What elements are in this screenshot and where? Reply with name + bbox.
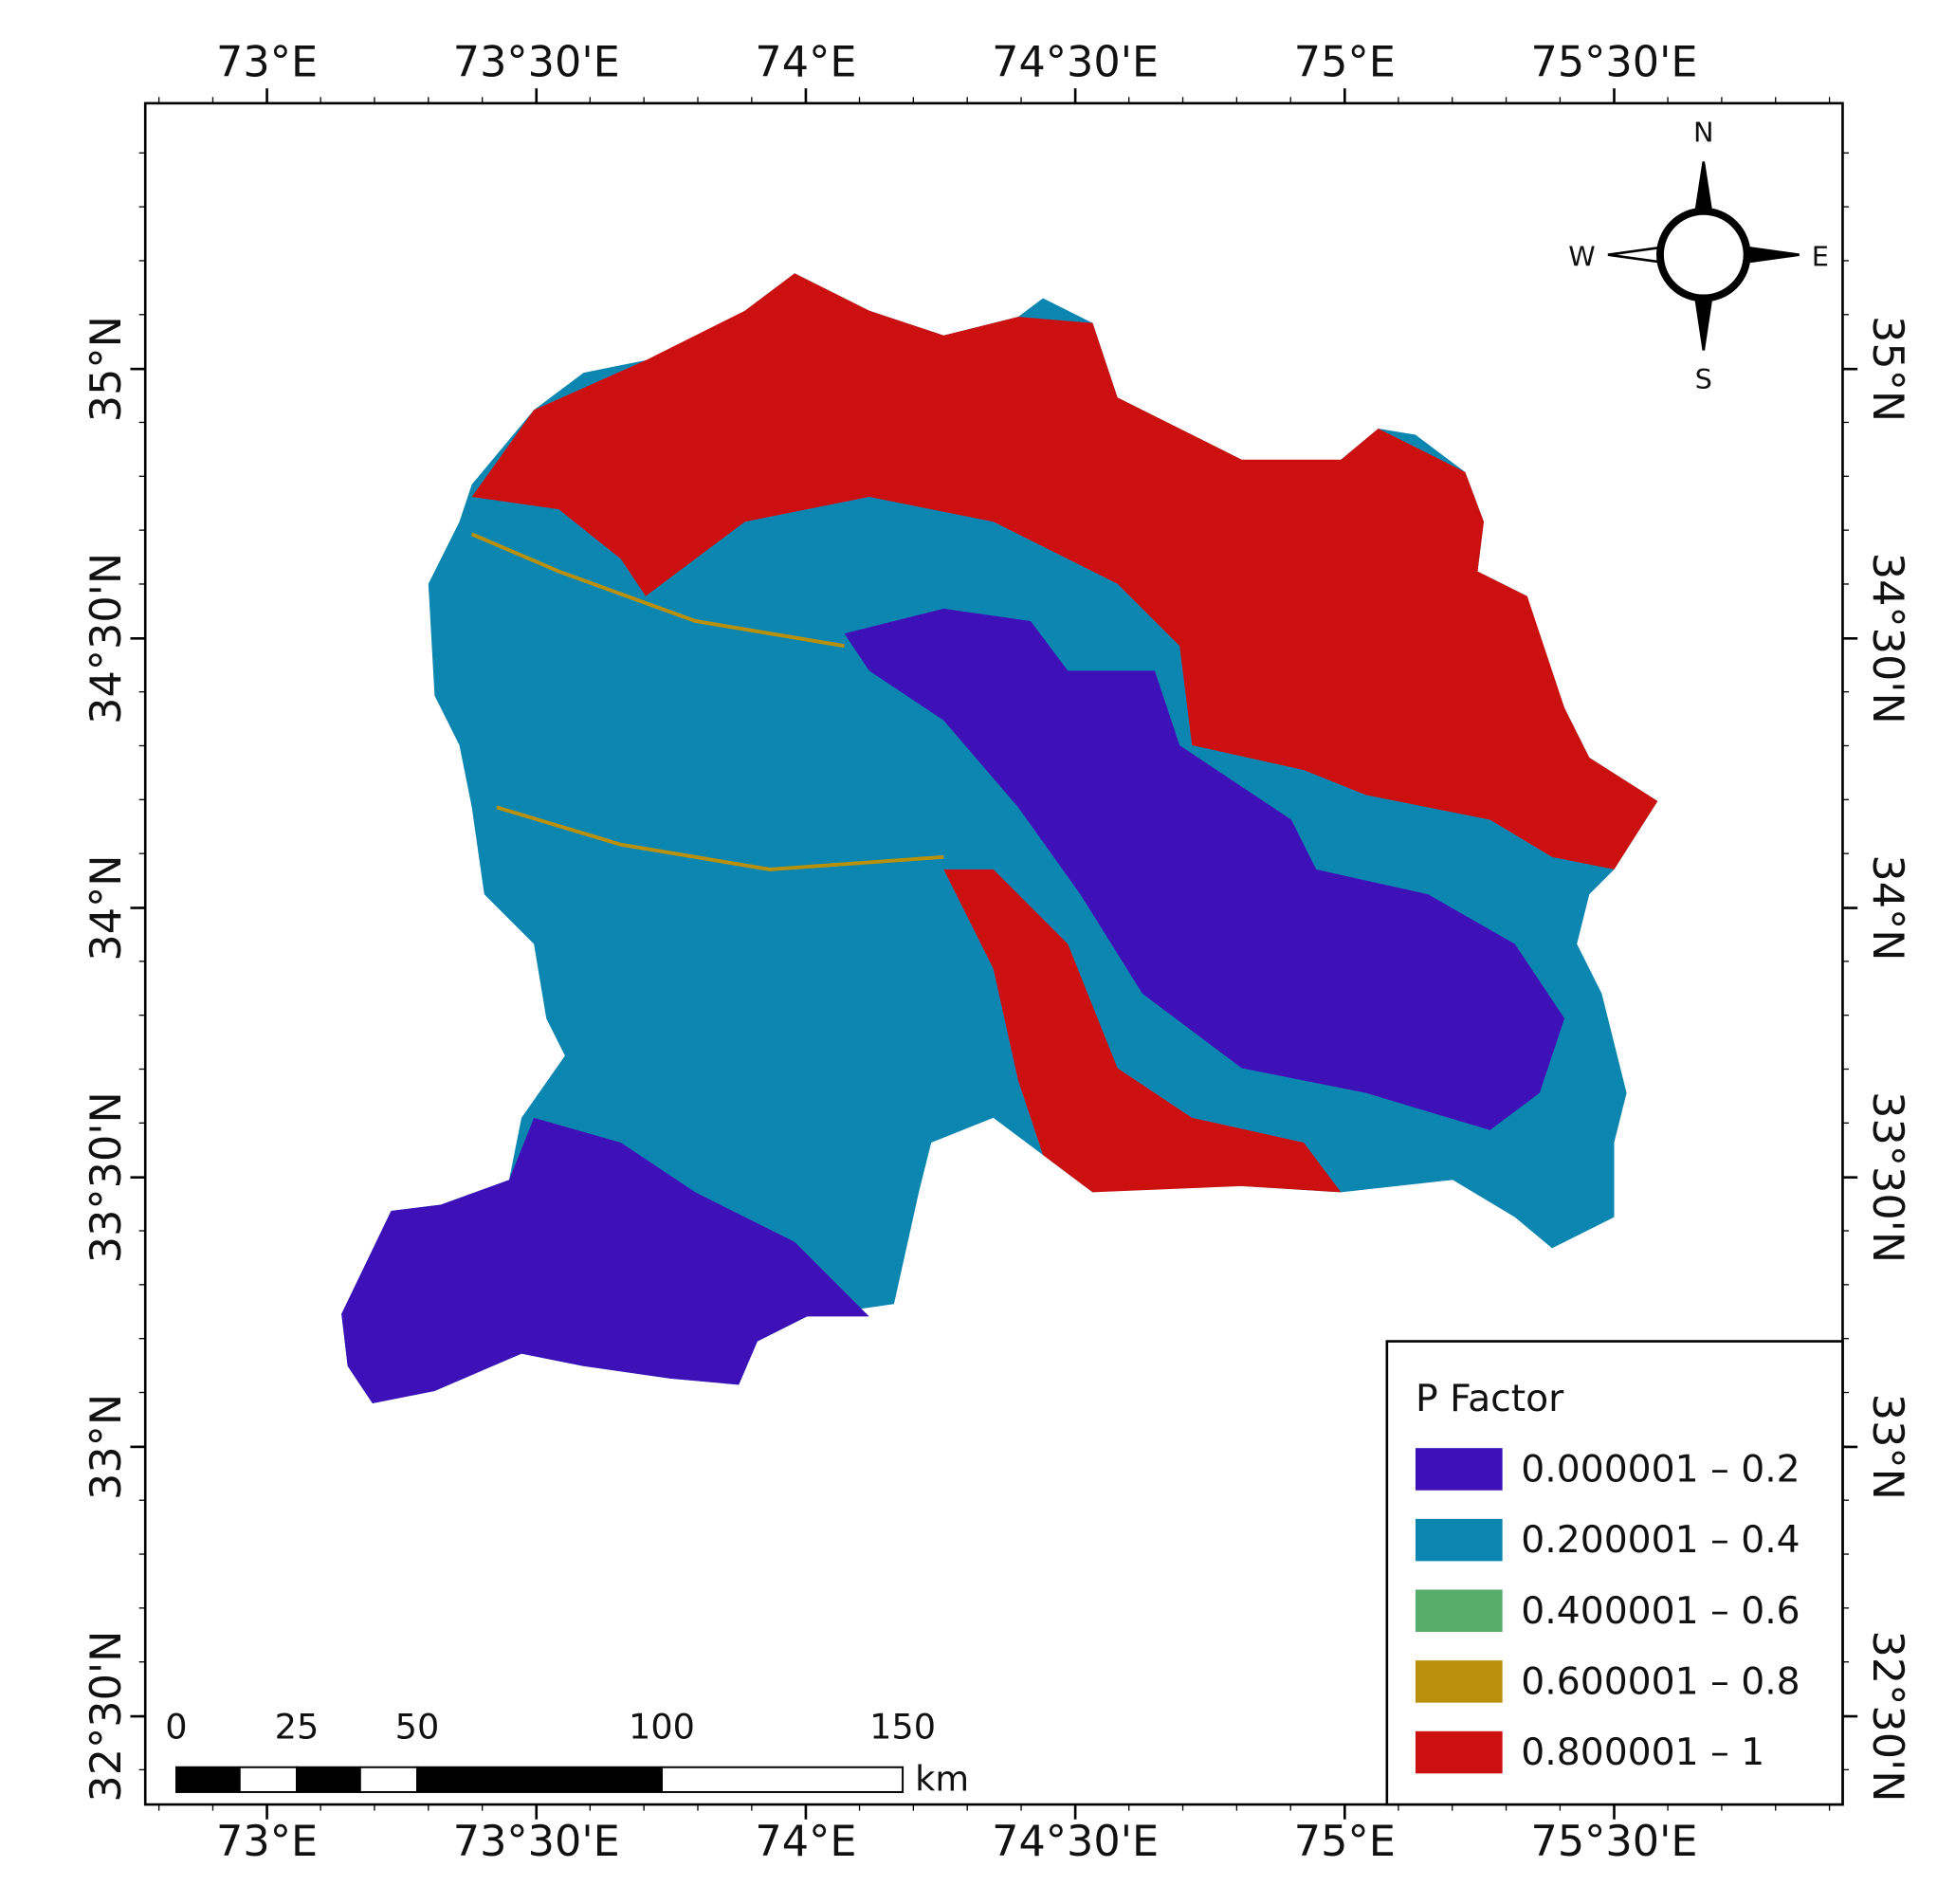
streak [496,805,944,871]
lon-label-bottom: 74°30'E [992,1818,1159,1866]
watershed [341,273,1658,1404]
lon-label-bottom: 75°30'E [1531,1818,1698,1866]
lon-label-top: 73°E [216,38,318,86]
compass-s: S [1695,363,1712,395]
legend-swatch [1415,1518,1503,1562]
lon-label-top: 74°E [755,38,856,86]
streak [470,532,845,649]
lon-label-bottom: 74°E [755,1818,856,1866]
lat-label-left: 32°30'N [82,1631,131,1803]
legend-title: P Factor [1416,1378,1564,1420]
scale-label: 150 [869,1707,936,1748]
compass-rose [1607,161,1800,351]
lat-label-left: 34°N [82,854,131,961]
compass-w: W [1568,241,1595,273]
legend-swatch [1415,1448,1503,1491]
lat-label-left: 33°30'N [82,1091,131,1263]
lat-label-right: 32°30'N [1863,1631,1911,1803]
legend-label: 0.400001 – 0.6 [1521,1590,1800,1633]
scale-unit: km [915,1759,969,1800]
scale-segment [416,1766,664,1793]
lon-label-top: 74°30'E [992,38,1159,86]
scale-segment [358,1766,419,1793]
scale-segment [174,1766,241,1793]
compass-n: N [1693,117,1714,149]
region-low-southwest [341,1117,869,1404]
legend-label: 0.000001 – 0.2 [1521,1449,1800,1492]
lon-label-top: 75°30'E [1531,38,1698,86]
lat-label-left: 33°N [82,1394,131,1500]
scale-label: 50 [395,1707,440,1748]
scale-label: 100 [629,1707,695,1748]
legend-box [1385,1340,1844,1806]
scale-segment [661,1766,905,1793]
lon-label-top: 75°E [1294,38,1396,86]
lat-label-right: 34°N [1863,854,1911,961]
scale-segment [296,1766,361,1793]
scale-segment [238,1766,298,1793]
lon-label-bottom: 73°E [216,1818,318,1866]
lat-label-right: 34°30'N [1863,553,1911,724]
lat-label-left: 34°30'N [82,553,131,724]
lat-label-right: 35°N [1863,316,1911,422]
legend-label: 0.200001 – 0.4 [1521,1519,1800,1562]
region-low-central [844,608,1565,1130]
legend-swatch [1415,1589,1503,1633]
scale-label: 0 [165,1707,187,1748]
compass-e: E [1812,241,1829,273]
region-high-north [471,273,1658,870]
lon-label-bottom: 73°30'E [453,1818,620,1866]
lat-label-right: 33°N [1863,1394,1911,1500]
legend-swatch [1415,1660,1503,1703]
scale-label: 25 [275,1707,320,1748]
region-high-south [943,869,1342,1193]
legend-swatch [1415,1730,1503,1774]
legend-label: 0.600001 – 0.8 [1521,1661,1800,1704]
lat-label-left: 35°N [82,316,131,422]
lat-label-right: 33°30'N [1863,1091,1911,1263]
lon-label-bottom: 75°E [1294,1818,1396,1866]
lon-label-top: 73°30'E [453,38,620,86]
legend-label: 0.800001 – 1 [1521,1731,1764,1774]
